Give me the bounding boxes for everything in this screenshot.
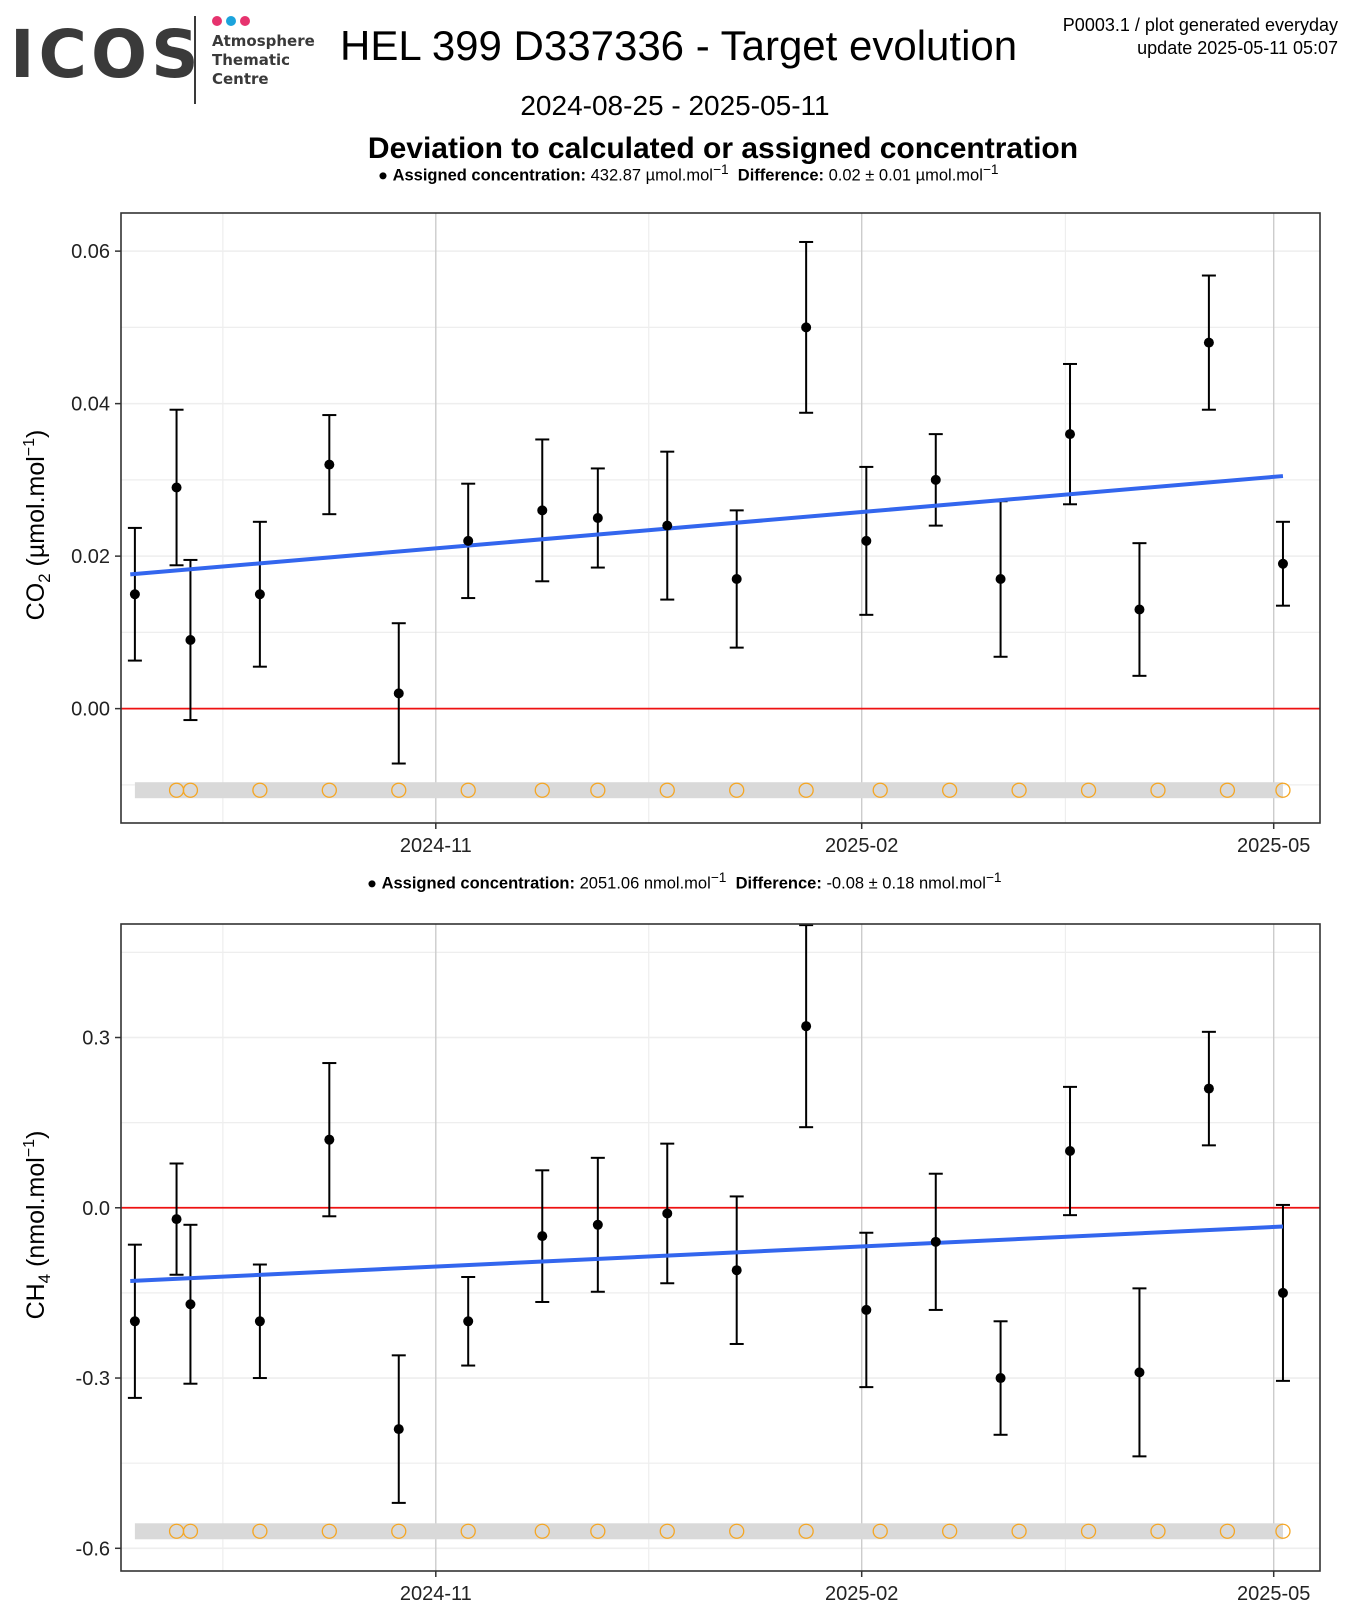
data-point <box>537 505 547 515</box>
y-tick-label: 0.0 <box>82 1198 110 1220</box>
data-point <box>1134 1367 1144 1377</box>
y-axis-label: CH4 (nmol.mol−1) <box>21 1131 54 1320</box>
data-point <box>255 1316 265 1326</box>
unit-exponent: −1 <box>983 162 999 177</box>
data-point <box>172 1214 182 1224</box>
y-tick-label: 0.06 <box>71 241 110 263</box>
data-point <box>324 1135 334 1145</box>
assigned-value: 432.87 µmol.mol <box>591 167 713 185</box>
data-point <box>130 1316 140 1326</box>
date-range: 2024-08-25 - 2025-05-11 <box>0 90 1350 122</box>
data-point <box>801 322 811 332</box>
data-point <box>394 1424 404 1434</box>
plot-frame <box>121 924 1320 1571</box>
data-point <box>1278 559 1288 569</box>
chart-subtitle: Deviation to calculated or assigned conc… <box>0 132 1350 166</box>
data-point <box>463 1316 473 1326</box>
trend-line <box>130 476 1283 574</box>
caption-bullet: ● <box>367 875 377 893</box>
data-point <box>1278 1288 1288 1298</box>
difference-label: Difference: <box>738 167 824 185</box>
x-tick-label: 2024-11 <box>400 1583 472 1605</box>
flag-band <box>135 1523 1283 1539</box>
x-tick-label: 2025-02 <box>825 835 898 857</box>
data-point <box>1065 429 1075 439</box>
data-point <box>996 1373 1006 1383</box>
data-point <box>593 513 603 523</box>
y-tick-label: -0.3 <box>76 1368 110 1390</box>
unit-exponent: −1 <box>986 870 1002 885</box>
x-tick-label: 2025-05 <box>1237 835 1310 857</box>
y-tick-label: 0.02 <box>71 546 110 568</box>
data-point <box>801 1021 811 1031</box>
ch4-caption: ● Assigned concentration: 2051.06 nmol.m… <box>367 870 1002 894</box>
logo-dots <box>212 16 272 28</box>
page-title: HEL 399 D337336 - Target evolution <box>340 22 1017 70</box>
data-point <box>1204 338 1214 348</box>
x-tick-label: 2024-11 <box>400 835 472 857</box>
y-tick-label: 0.3 <box>82 1028 110 1050</box>
data-point <box>1204 1084 1214 1094</box>
icos-logo: ICOS <box>10 22 203 88</box>
difference-label: Difference: <box>736 875 822 893</box>
data-point <box>255 589 265 599</box>
logo-subtitle: Atmosphere Thematic Centre <box>212 32 315 89</box>
assigned-value: 2051.06 nmol.mol <box>580 875 711 893</box>
x-tick-label: 2025-02 <box>825 1583 898 1605</box>
plot-frame <box>121 213 1320 823</box>
logo-dot <box>212 16 222 26</box>
co2-caption: ● Assigned concentration: 432.87 µmol.mo… <box>378 162 999 186</box>
y-axis-label: CO2 (µmol.mol−1) <box>21 430 54 621</box>
logo-sub-line: Thematic <box>212 51 315 70</box>
y-tick-label: 0.04 <box>71 394 110 416</box>
trend-line <box>130 1227 1283 1281</box>
data-point <box>394 688 404 698</box>
difference-value: -0.08 ± 0.18 nmol.mol <box>826 875 985 893</box>
data-point <box>172 483 182 493</box>
data-point <box>185 635 195 645</box>
unit-exponent: −1 <box>713 162 729 177</box>
data-point <box>931 1237 941 1247</box>
data-point <box>996 574 1006 584</box>
logo-dot <box>240 16 250 26</box>
data-point <box>185 1299 195 1309</box>
data-point <box>593 1220 603 1230</box>
data-point <box>861 1305 871 1315</box>
flag-band <box>135 782 1283 798</box>
unit-exponent: −1 <box>711 870 727 885</box>
data-point <box>324 460 334 470</box>
generation-info: P0003.1 / plot generated everyday update… <box>1063 14 1338 60</box>
data-point <box>130 589 140 599</box>
data-point <box>1134 605 1144 615</box>
co2-deviation-plot: CO2 (µmol.mol−1) 0.00 0.02 0.04 0.06 2024-11… <box>0 200 1350 870</box>
logo-dot <box>226 16 236 26</box>
data-point <box>662 521 672 531</box>
data-point <box>931 475 941 485</box>
x-tick-label: 2025-05 <box>1237 1583 1310 1605</box>
assigned-label: Assigned concentration: <box>382 875 575 893</box>
ch4-deviation-plot: CH4 (nmol.mol−1) -0.6 -0.3 0.0 0.3 2024-11 20… <box>0 920 1350 1620</box>
update-timestamp: update 2025-05-11 05:07 <box>1063 37 1338 60</box>
y-tick-label: 0.00 <box>71 699 110 721</box>
data-point <box>662 1208 672 1218</box>
data-point <box>463 536 473 546</box>
y-tick-label: -0.6 <box>76 1538 110 1560</box>
data-point <box>732 1265 742 1275</box>
caption-bullet: ● <box>378 167 388 185</box>
logo-sub-line: Centre <box>212 70 315 89</box>
difference-value: 0.02 ± 0.01 µmol.mol <box>829 167 983 185</box>
data-point <box>537 1231 547 1241</box>
data-point <box>1065 1146 1075 1156</box>
logo-sub-line: Atmosphere <box>212 32 315 51</box>
plot-id-text: P0003.1 / plot generated everyday <box>1063 14 1338 37</box>
data-point <box>861 536 871 546</box>
assigned-label: Assigned concentration: <box>393 167 586 185</box>
data-point <box>732 574 742 584</box>
